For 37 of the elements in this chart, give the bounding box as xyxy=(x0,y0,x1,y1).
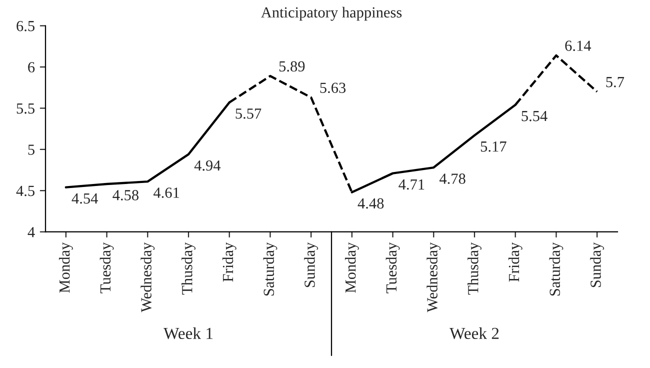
x-tick-label: Tuesday xyxy=(100,242,114,294)
x-tick-label: Saturday xyxy=(263,242,278,296)
data-label: 5.63 xyxy=(320,82,346,94)
data-label: 5.89 xyxy=(279,61,305,72)
x-tick-label: Sunday xyxy=(304,242,318,288)
data-label: 4.54 xyxy=(72,193,98,204)
y-tick-label: 5 xyxy=(28,144,34,155)
data-label: 4.48 xyxy=(358,198,384,209)
x-tick-label: Wednesday xyxy=(426,242,441,312)
chart-title: Anticipatory happiness xyxy=(261,6,402,21)
y-tick-label: 4.5 xyxy=(16,186,34,196)
y-tick-label: 5.5 xyxy=(16,103,34,114)
y-tick-label: 6.5 xyxy=(16,20,34,32)
data-label: 4.78 xyxy=(439,174,466,184)
data-label: 5.7 xyxy=(606,77,624,88)
x-tick-label: Monday xyxy=(58,242,73,293)
x-tick-label: Tuesday xyxy=(386,242,400,294)
data-label: 5.54 xyxy=(522,110,548,122)
x-tick-label: Saturday xyxy=(549,242,564,296)
text: Week 1 xyxy=(164,327,213,340)
text: Week 2 xyxy=(450,327,499,340)
x-tick-label: Sunday xyxy=(590,242,604,288)
data-label: 5.57 xyxy=(236,108,262,119)
data-label: 4.61 xyxy=(153,188,180,198)
x-tick-label: Wednesday xyxy=(140,242,155,312)
data-label: 6.14 xyxy=(565,40,592,52)
data-label: 4.71 xyxy=(398,179,424,190)
y-tick-label: 4 xyxy=(28,227,35,238)
data-label: 5.17 xyxy=(480,141,506,152)
data-label: 4.58 xyxy=(112,190,138,200)
x-tick-label: Thusday xyxy=(468,242,482,295)
data-label: 4.94 xyxy=(194,160,221,171)
x-tick-label: Thusday xyxy=(182,242,196,295)
x-tick-label: Friday xyxy=(508,242,522,282)
x-tick-label: Friday xyxy=(222,242,236,282)
x-tick-label: Monday xyxy=(344,242,359,293)
y-tick-label: 6 xyxy=(28,62,35,72)
